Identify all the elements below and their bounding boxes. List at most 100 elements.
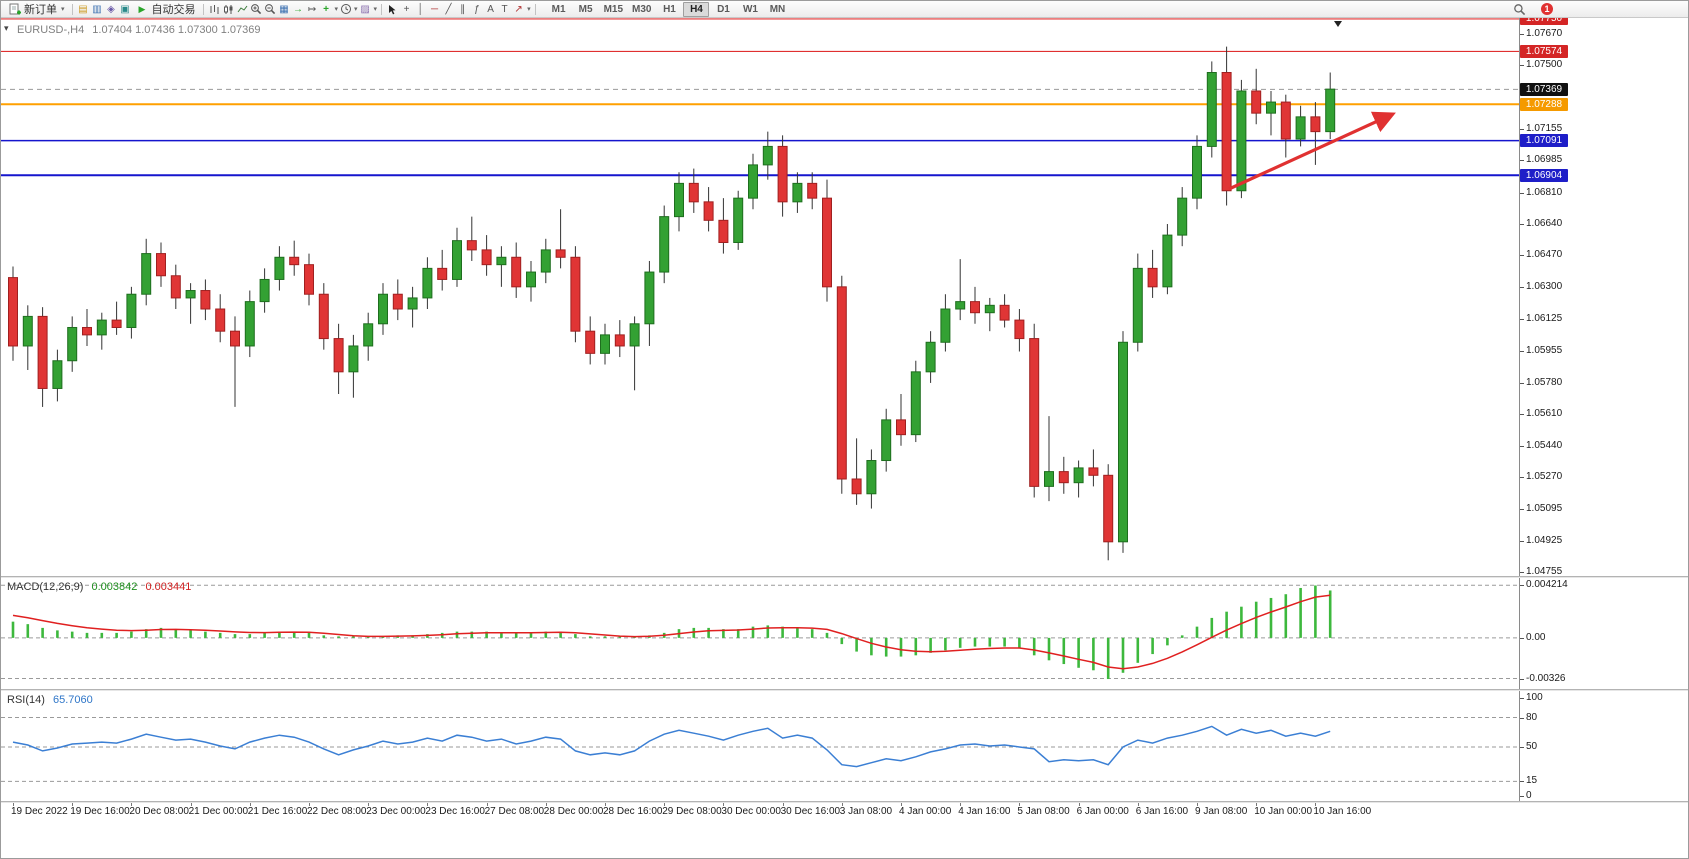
fibonacci-icon[interactable]: ƒ [473, 3, 480, 15]
time-axis-label: 29 Dec 08:00 [662, 806, 722, 817]
toolbar-separator [534, 3, 536, 15]
candle-body [37, 315, 48, 389]
periods-caret-icon[interactable]: ▾ [354, 6, 358, 13]
time-axis-label: 10 Jan 16:00 [1313, 806, 1372, 817]
new-order-icon [8, 3, 21, 16]
price-axis-label: 1.05095 [1526, 503, 1563, 515]
time-axis-tick-mark [605, 802, 606, 806]
crosshair-icon[interactable]: + [403, 3, 410, 15]
time-axis-label: 4 Jan 00:00 [899, 806, 952, 817]
timeframe-button-H1[interactable]: H1 [663, 3, 676, 15]
timeframe-button-D1[interactable]: D1 [717, 3, 730, 15]
price-axis-label: 1.05440 [1526, 439, 1563, 451]
chart-shift-icon[interactable]: ↦ [307, 3, 317, 15]
timeframe-button-M30[interactable]: M30 [632, 3, 652, 15]
timeframe-button-MN[interactable]: MN [769, 3, 786, 15]
chart-shift-marker[interactable] [1334, 21, 1342, 27]
arrow-tools-caret-icon[interactable]: ▾ [527, 6, 531, 13]
candle-body [304, 264, 314, 295]
price-axis-label: 1.05780 [1526, 376, 1563, 388]
price-axis-tick-mark [1519, 192, 1524, 194]
macd-panel[interactable]: MACD(12,26,9) 0.003842 0.003441 [1, 578, 1519, 689]
time-axis-tick-mark [782, 802, 784, 806]
price-axis-tick-mark [1519, 128, 1524, 130]
timeframe-button-M1[interactable]: M1 [551, 3, 566, 15]
time-axis-separator[interactable] [1, 801, 1688, 803]
time-axis-tick-mark [960, 802, 962, 806]
timeframe-button-M15[interactable]: M15 [603, 3, 624, 15]
label-tool-icon[interactable]: T [501, 3, 508, 15]
rsi-panel[interactable]: RSI(14) 65.7060 [1, 691, 1519, 801]
one-click-trading-toggle[interactable]: ▾ [4, 23, 9, 33]
candle-body [481, 249, 492, 266]
timeframe-button-M5[interactable]: M5 [578, 3, 593, 15]
candlestick-chart [1, 18, 1519, 561]
horizontal-line-icon[interactable]: ─ [431, 3, 439, 15]
timeframe-button-W1[interactable]: W1 [742, 3, 758, 15]
templates-icon[interactable]: ▨ [360, 3, 370, 15]
new-order-button[interactable]: 新订单 ▾ [5, 2, 68, 17]
candle-body [970, 301, 980, 314]
price-axis-label: 1.07500 [1526, 59, 1563, 71]
candle-body [1147, 267, 1158, 288]
autotrading-label: 自动交易 [151, 4, 196, 16]
price-axis-label: 1.05270 [1526, 471, 1563, 483]
candle-body [674, 182, 684, 218]
rsi-axis-label: 0 [1526, 790, 1532, 802]
periods-icon[interactable] [339, 3, 352, 16]
arrow-tools-icon[interactable]: ↗ [514, 3, 523, 15]
navigator-icon[interactable]: ◈ [107, 3, 115, 15]
zoom-in-icon[interactable] [250, 3, 263, 16]
timeframe-button-H4[interactable]: H4 [683, 1, 710, 17]
time-axis-label: 27 Dec 08:00 [484, 806, 545, 817]
candlestick-mode-icon[interactable] [222, 3, 235, 16]
price-line-badge: 1.07574 [1520, 44, 1568, 58]
rsi-axis-tick-mark [1519, 796, 1524, 798]
data-window-icon[interactable]: ▥ [92, 3, 102, 15]
indicators-icon[interactable]: + [323, 3, 329, 15]
candle-body [718, 219, 729, 243]
rsi-axis-tick-mark [1519, 781, 1524, 783]
panel-separator[interactable] [1, 576, 1688, 578]
tile-windows-icon[interactable]: ▦ [279, 3, 289, 15]
time-axis-tick-mark [1315, 802, 1317, 806]
indicators-caret-icon[interactable]: ▾ [334, 6, 339, 13]
market-watch-icon[interactable]: ▤ [78, 3, 88, 15]
time-axis-label: 30 Dec 16:00 [780, 806, 841, 817]
zoom-out-icon[interactable] [264, 3, 277, 16]
candle-body [318, 293, 329, 340]
candle-body [1192, 145, 1202, 199]
candle-body [52, 360, 63, 389]
search-icon[interactable] [1513, 3, 1526, 16]
price-axis-tick-mark [1519, 255, 1524, 257]
chevron-down-icon: ▾ [61, 6, 65, 13]
rsi-axis-label: 100 [1526, 691, 1543, 703]
candle-body [1251, 90, 1262, 114]
cursor-icon[interactable] [386, 3, 399, 16]
candle-body [822, 197, 832, 288]
auto-scroll-icon[interactable]: → [293, 3, 304, 15]
equidistant-channel-icon[interactable]: ∥ [460, 3, 466, 15]
price-line-badge: 1.06904 [1520, 168, 1568, 182]
price-axis-label: 1.07155 [1526, 122, 1563, 134]
text-tool-icon[interactable]: A [487, 3, 494, 15]
trendline-icon[interactable]: ╱ [445, 3, 452, 15]
candle-body [1236, 90, 1247, 192]
time-axis-label: 4 Jan 16:00 [958, 806, 1011, 817]
price-axis-label: 1.05610 [1526, 408, 1563, 420]
bar-chart-mode-icon[interactable] [208, 3, 221, 16]
terminal-icon[interactable]: ▣ [120, 3, 130, 15]
price-chart-panel[interactable]: ▾ EURUSD-,H4 1.07404 1.07436 1.07300 1.0… [1, 18, 1519, 576]
templates-caret-icon[interactable]: ▾ [373, 6, 378, 13]
time-axis-tick-mark [664, 802, 666, 806]
price-axis-tick-mark [1519, 477, 1524, 479]
time-axis-label: 30 Dec 00:00 [721, 806, 781, 817]
line-chart-mode-icon[interactable] [236, 3, 249, 16]
autotrading-button[interactable]: ▶ 自动交易 [133, 2, 199, 17]
notification-badge[interactable]: 1 [1541, 3, 1553, 15]
vertical-line-icon[interactable]: │ [417, 3, 424, 15]
candle-body [1295, 116, 1306, 140]
candle-body [999, 304, 1010, 321]
candle-body [1103, 474, 1114, 543]
panel-separator[interactable] [1, 689, 1688, 691]
